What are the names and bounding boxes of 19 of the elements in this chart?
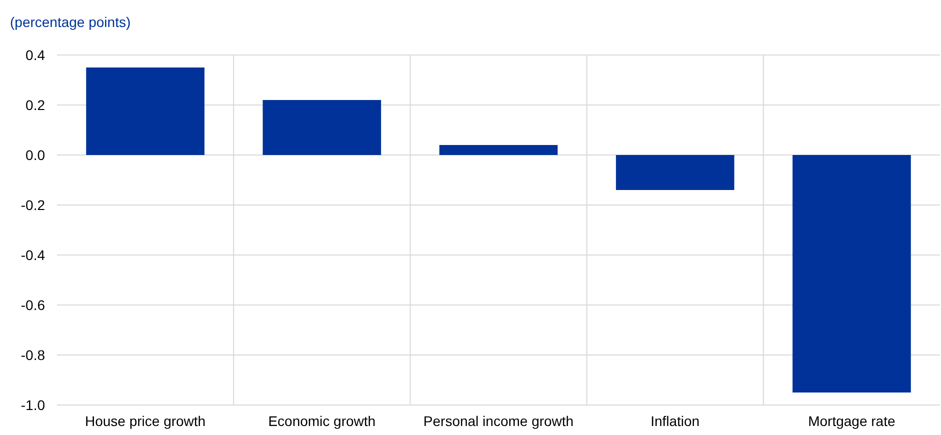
y-tick-label: 0.4 xyxy=(26,46,46,63)
x-tick-label: Economic growth xyxy=(268,413,376,429)
y-tick-label: -0.4 xyxy=(20,246,46,263)
bar xyxy=(262,100,382,155)
x-tick-label: House price growth xyxy=(84,413,206,429)
x-tick-label: Personal income growth xyxy=(423,413,574,429)
x-tick-label: Mortgage rate xyxy=(808,413,896,429)
bar xyxy=(616,155,734,190)
bar xyxy=(439,145,558,155)
y-tick-label: -1.0 xyxy=(20,396,46,413)
bar xyxy=(792,155,911,392)
y-tick-label: 0.0 xyxy=(26,146,46,163)
y-tick-label: 0.2 xyxy=(26,96,46,113)
x-tick-label: Inflation xyxy=(650,413,700,429)
y-axis-title: (percentage points) xyxy=(10,14,131,30)
bar xyxy=(86,68,204,155)
y-tick-label: -0.2 xyxy=(20,196,46,213)
y-tick-label: -0.8 xyxy=(20,346,46,363)
y-tick-label: -0.6 xyxy=(20,296,46,313)
